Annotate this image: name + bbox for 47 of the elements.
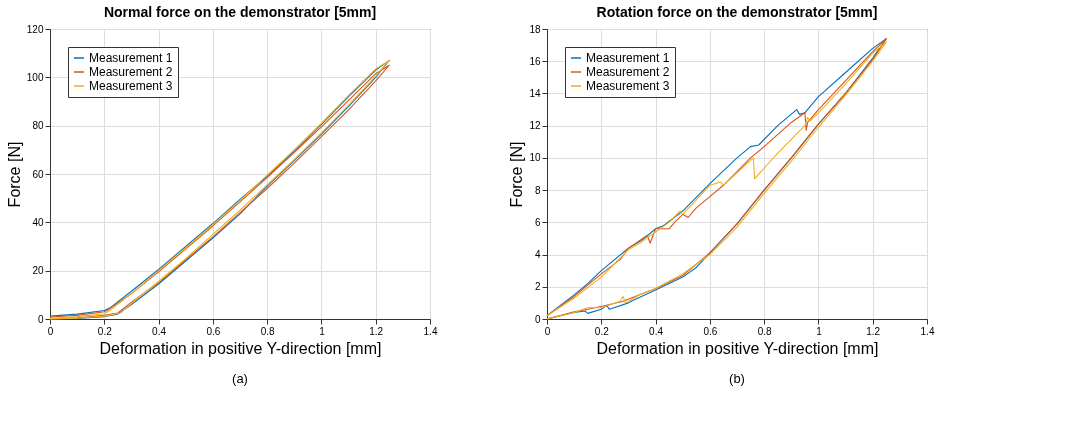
y-tick-label: 0 <box>534 313 541 325</box>
y-tick-label: 14 <box>529 87 541 99</box>
x-axis-title: Deformation in positive Y-direction [mm] <box>99 339 382 357</box>
y-tick-label: 18 <box>529 23 541 35</box>
legend-label: Measurement 3 <box>89 79 173 93</box>
y-tick-label: 12 <box>529 120 541 132</box>
y-tick-label: 60 <box>32 168 44 180</box>
y-tick-label: 10 <box>529 152 541 164</box>
y-tick-label: 6 <box>534 216 541 228</box>
x-tick-label: 0.8 <box>260 325 276 337</box>
y-tick-label: 0 <box>37 313 44 325</box>
y-tick-label: 120 <box>26 23 44 35</box>
y-tick-label: 80 <box>32 120 44 132</box>
y-tick-label: 2 <box>534 281 541 293</box>
x-tick-label: 1 <box>319 325 326 337</box>
legend-label: Measurement 1 <box>586 51 670 65</box>
x-tick-label: 0.6 <box>206 325 221 337</box>
x-tick-label: 0.2 <box>594 325 610 337</box>
y-tick-label: 100 <box>26 71 44 83</box>
x-tick-label: 0 <box>47 325 54 337</box>
text: (a) <box>232 371 248 386</box>
x-tick-label: 1.4 <box>423 325 438 337</box>
legend-label: Measurement 2 <box>586 65 670 79</box>
x-tick-label: 1.2 <box>866 325 881 337</box>
x-tick-label: 0.8 <box>757 325 773 337</box>
y-tick-label: 8 <box>534 184 541 196</box>
legend-label: Measurement 2 <box>89 65 173 79</box>
y-tick-label: 20 <box>32 265 44 277</box>
x-tick-label: 1.4 <box>920 325 935 337</box>
text: (b) <box>729 371 745 386</box>
x-tick-label: 1 <box>816 325 823 337</box>
x-tick-label: 0.4 <box>649 325 664 337</box>
y-tick-label: 16 <box>529 55 541 67</box>
y-tick-label: 4 <box>534 249 541 261</box>
x-tick-label: 0.4 <box>152 325 167 337</box>
y-tick-label: 40 <box>32 216 44 228</box>
y-axis-title: Force [N] <box>5 141 23 208</box>
legend-label: Measurement 1 <box>89 51 173 65</box>
x-tick-label: 0.2 <box>97 325 113 337</box>
x-tick-label: 0 <box>544 325 551 337</box>
chart-title: Normal force on the demonstrator [5mm] <box>103 4 377 20</box>
x-tick-label: 0.6 <box>703 325 718 337</box>
y-axis-title: Force [N] <box>508 141 526 208</box>
x-tick-label: 1.2 <box>369 325 384 337</box>
x-axis-title: Deformation in positive Y-direction [mm] <box>596 339 879 357</box>
legend-label: Measurement 3 <box>586 79 670 93</box>
chart-title: Rotation force on the demonstrator [5mm] <box>596 4 878 20</box>
